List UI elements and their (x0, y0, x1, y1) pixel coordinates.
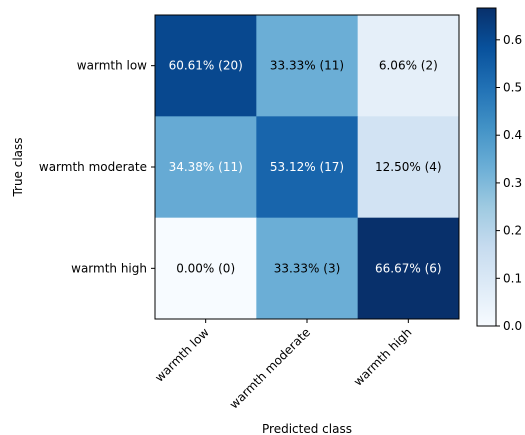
colorbar-ticks: 0.0 0.1 0.2 0.3 0.4 0.5 0.6 (496, 33, 522, 333)
heatmap-cells (155, 15, 460, 320)
cell-label: 60.61% (20) (169, 59, 243, 73)
cell-label: 12.50% (4) (375, 160, 442, 174)
x-tick-label: warmth high (351, 325, 415, 389)
x-tick-label: warmth low (152, 325, 212, 385)
cell-label: 33.33% (3) (274, 261, 341, 275)
x-axis-label: Predicted class (262, 422, 352, 435)
heatmap-cell (256, 15, 359, 117)
cell-label: 53.12% (17) (270, 160, 344, 174)
heatmap-cell (155, 15, 257, 117)
heatmap-cell (357, 15, 460, 117)
colorbar-frame (476, 7, 497, 327)
heatmap-cell (155, 217, 257, 320)
colorbar-tick-label: 0.6 (503, 33, 522, 47)
heatmap-cell (155, 116, 257, 219)
colorbar-tick-label: 0.4 (503, 128, 522, 142)
colorbar-tick-label: 0.1 (503, 271, 522, 285)
cell-label: 34.38% (11) (169, 160, 243, 174)
cell-label: 0.00% (0) (176, 261, 235, 275)
colorbar-tick-label: 0.2 (503, 224, 522, 238)
cell-label: 66.67% (6) (375, 261, 442, 275)
colorbar-tick-label: 0.5 (503, 81, 522, 95)
cell-label: 33.33% (11) (270, 59, 344, 73)
colorbar-tick-label: 0.3 (503, 176, 522, 190)
x-tick-label: warmth moderate (227, 325, 313, 411)
heatmap-cell (256, 217, 359, 320)
cell-label: 6.06% (2) (379, 59, 438, 73)
colorbar-gradient (477, 8, 496, 326)
y-tick-label: warmth high (71, 261, 147, 275)
heatmap-cell (256, 116, 359, 219)
heatmap-cell (357, 217, 460, 320)
y-axis-label: True class (11, 137, 25, 197)
colorbar-tick-label: 0.0 (503, 319, 522, 333)
y-tick-label: warmth low (77, 59, 147, 73)
cell-labels: 60.61% (20) 33.33% (11) 6.06% (2) 34.38% (1… (169, 59, 442, 276)
heatmap-cell (357, 116, 460, 219)
colorbar: 0.0 0.1 0.2 0.3 0.4 0.5 0.6 (476, 7, 522, 333)
y-tick-label: warmth moderate (39, 160, 147, 174)
